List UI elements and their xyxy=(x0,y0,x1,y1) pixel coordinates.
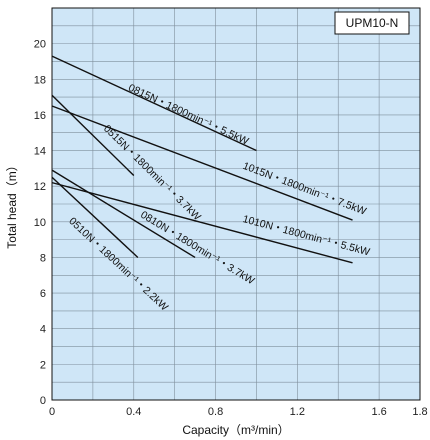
model-box xyxy=(334,11,410,35)
y-tick-label: 20 xyxy=(34,39,46,51)
series-line xyxy=(51,94,135,176)
model-label-box: UPM10-N xyxy=(334,11,410,35)
y-tick-label: 4 xyxy=(40,324,46,336)
y-tick-label: 6 xyxy=(40,288,46,300)
x-axis-title: Capacity（m³/min） xyxy=(182,423,289,437)
x-tick-label: 1.6 xyxy=(371,406,386,418)
y-tick-label: 16 xyxy=(34,110,46,122)
y-tick-label: 18 xyxy=(34,74,46,86)
y-tick-label: 8 xyxy=(40,252,46,264)
plot-frame xyxy=(51,7,421,401)
y-tick-label: 0 xyxy=(40,395,46,407)
series-line xyxy=(51,55,257,152)
y-tick-label: 2 xyxy=(40,359,46,371)
series-line xyxy=(51,176,139,258)
y-tick-label: 12 xyxy=(34,181,46,193)
model-label: UPM10-N xyxy=(346,16,399,30)
curves xyxy=(51,55,353,264)
y-tick-label: 10 xyxy=(34,217,46,229)
x-tick-label: 0.8 xyxy=(208,406,223,418)
y-axis-title: Total head（m） xyxy=(5,159,19,248)
series-line xyxy=(51,105,353,221)
x-tick-label: 1.2 xyxy=(290,406,305,418)
grid xyxy=(52,8,420,400)
x-tick-labels: 0 0.4 0.8 1.2 1.6 1.8 xyxy=(49,406,428,418)
y-tick-label: 14 xyxy=(34,146,46,158)
series-line xyxy=(51,169,196,259)
series-line xyxy=(51,181,353,264)
x-tick-label: 1.8 xyxy=(412,406,427,418)
x-tick-label: 0 xyxy=(49,406,55,418)
y-tick-labels: 0 2 4 6 8 10 12 14 16 18 20 xyxy=(34,39,46,407)
x-tick-label: 0.4 xyxy=(126,406,141,418)
